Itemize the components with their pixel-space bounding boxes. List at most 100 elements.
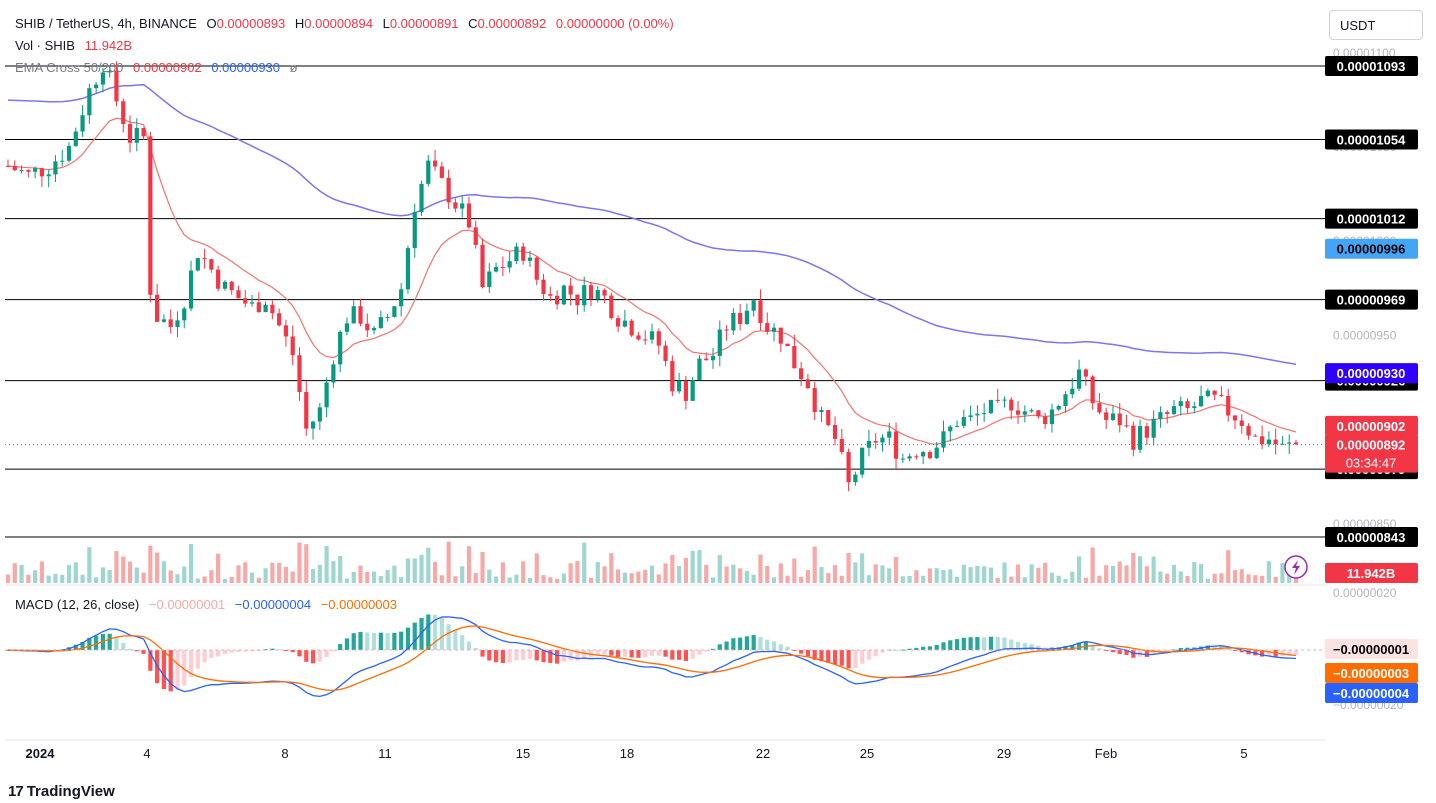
volume-bar [338,555,343,583]
volume-bar [5,574,11,583]
candle-body [46,174,51,177]
volume-bar [216,553,221,583]
volume-bar [236,565,241,583]
volume-bar [202,576,207,583]
candle-body [1137,426,1143,450]
macd-hist-bar [751,635,756,650]
horizontal-levels[interactable] [5,65,1325,538]
volume-bar [1083,577,1088,583]
candle-body [629,320,634,336]
candle-body [534,257,539,280]
candle-body [670,361,675,392]
volume-bar [927,568,933,583]
level-price-tag [1325,527,1418,547]
volume-bar [500,562,505,583]
tradingview-brand[interactable]: 17 TradingView [8,783,115,800]
volume-bar [53,573,58,583]
macd-hist-bar [243,650,248,652]
candle-body [182,308,187,321]
macd-hist-bar [1178,647,1183,650]
level-price-text: 0.00000969 [1337,293,1406,308]
currency-selector[interactable]: USDT [1329,10,1423,40]
visibility-icon[interactable]: ø [289,60,298,75]
volume-bar [39,561,44,583]
candle-body [236,290,241,299]
candle-body [1205,390,1210,397]
ema-label[interactable]: EMA Cross 50/200 [15,60,124,75]
volume-bar [283,566,289,583]
macd-hist-bar [507,650,512,663]
symbol-title[interactable]: SHIB / TetherUS, 4h, BINANCE [15,16,197,31]
macd-hist-bar [1110,650,1116,653]
volume-bar [480,551,485,583]
macd-hist-bar [270,648,275,650]
volume-label[interactable]: Vol · SHIB [15,38,75,53]
volume-bar [148,545,153,583]
volume-bar [948,569,953,583]
close-value: 0.00000892 [477,16,547,31]
volume-bar [324,546,329,583]
macd-hist-bar [1144,650,1149,657]
candle-body [100,72,106,85]
macd-hist-bar [527,650,533,660]
lightning-icon[interactable] [1284,555,1308,579]
volume-bar [1144,566,1149,583]
macd-hist-bar [87,637,92,650]
volume-bar [602,566,607,583]
volume-bar [968,567,973,583]
macd-hist-bar [724,641,729,650]
volume-bar [378,576,383,583]
volume-bar [473,572,478,583]
candle-body [331,364,336,383]
macd-hist-bar [1165,650,1170,652]
candle-body [195,258,200,271]
macd-hist-bar [175,650,180,690]
macd-hist-bar [216,650,221,657]
high-value: 0.00000894 [304,16,373,31]
candle-body [1110,413,1116,420]
macd-hist-bar [954,639,960,650]
macd-signal-tag-text: −0.00000003 [1333,666,1409,681]
candle-body [439,166,444,178]
macd-hist-bar [731,638,736,650]
candle-body [602,290,607,296]
candle-body [771,327,777,332]
volume-bar [1280,563,1285,583]
candle-body [405,248,411,290]
volume-value: 11.942B [84,38,133,53]
volume-bar [812,546,817,583]
volume-bar [738,568,743,583]
macd-hist-tag [1325,639,1418,659]
volume-bar [643,569,648,583]
volume-bar [799,576,804,583]
open-value: 0.00000893 [216,16,286,31]
candle-body [53,161,58,175]
volume-bar [1226,550,1231,583]
volume-legend: Vol · SHIB 11.942B [15,38,138,53]
candle-body [1287,442,1292,444]
macd-hist-bar [182,650,187,686]
macd-signal-tag [1325,663,1418,683]
candle-body [317,407,322,422]
candle-body [460,203,465,209]
macd-label[interactable]: MACD (12, 26, close) [15,597,140,612]
candle-body [575,294,580,306]
macd-hist-bar [893,649,899,651]
macd-hist-bar [554,650,560,664]
candle-body [5,165,11,167]
macd-hist-bar [941,642,946,650]
macd-hist-bar [995,636,1000,650]
candle-body [1293,442,1299,445]
candle-body [690,380,695,401]
macd-hist-bar [826,650,831,663]
candle-body [277,313,282,326]
macd-hist-bar [805,650,811,657]
price-tick-label: 0.00000950 [1333,328,1397,342]
volume-bar [385,569,390,583]
volume-bar [914,570,919,583]
candle-body [175,320,180,327]
volume-bar [460,566,465,583]
macd-hist-bar [961,637,966,650]
macd-hist-bar [1009,639,1014,650]
